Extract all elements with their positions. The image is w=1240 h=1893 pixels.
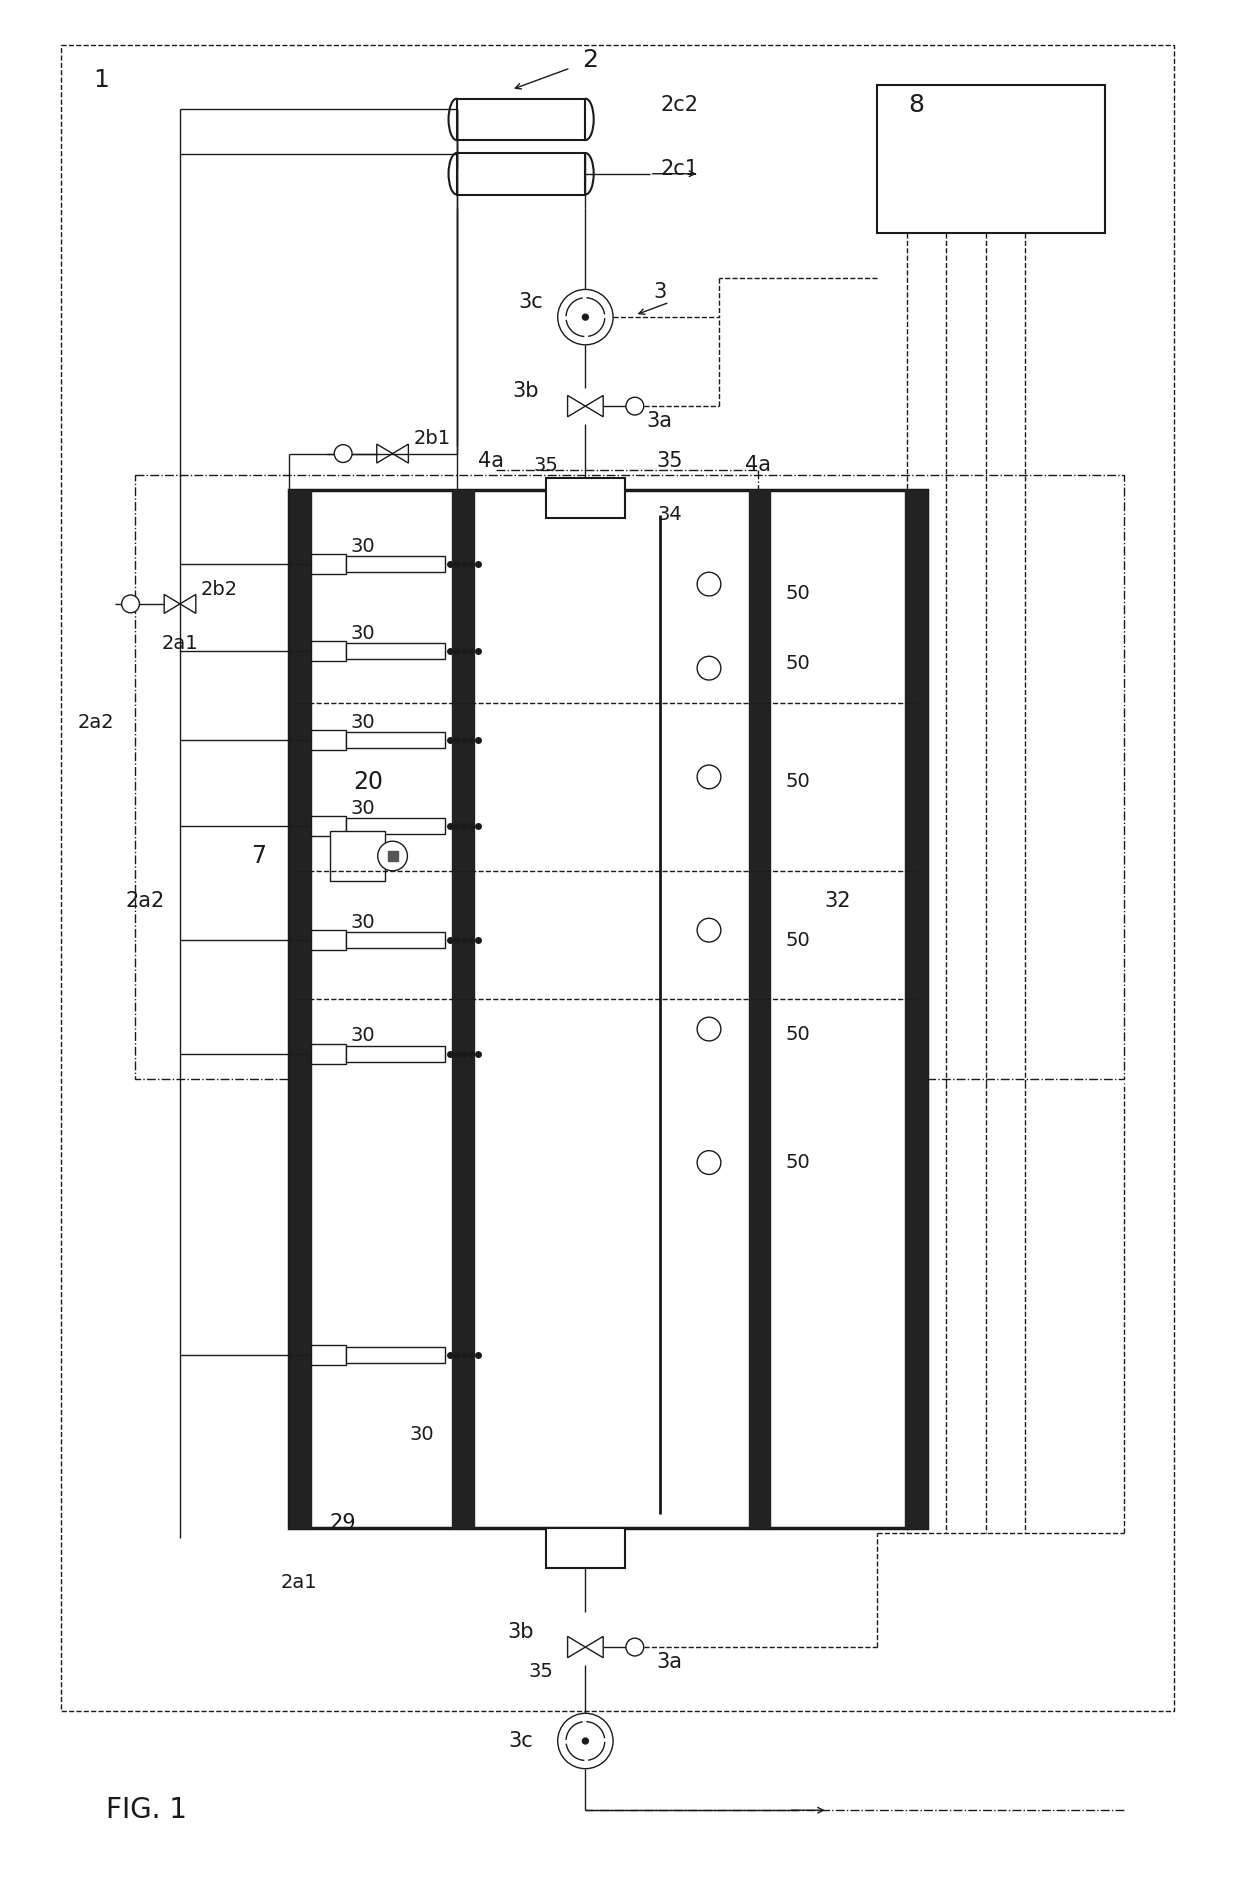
- Text: 35: 35: [533, 456, 558, 475]
- Circle shape: [697, 918, 720, 943]
- Bar: [289, 490, 926, 1528]
- Bar: [346, 1348, 445, 1363]
- Circle shape: [697, 657, 720, 680]
- Circle shape: [335, 445, 352, 462]
- Text: 2a2: 2a2: [125, 890, 165, 911]
- Text: 50: 50: [786, 653, 811, 672]
- Bar: [346, 1045, 445, 1062]
- Circle shape: [697, 572, 720, 596]
- Bar: [311, 642, 346, 661]
- Circle shape: [697, 1017, 720, 1041]
- Text: 50: 50: [786, 931, 811, 950]
- Text: 3c: 3c: [508, 1730, 533, 1751]
- Text: 50: 50: [786, 772, 811, 791]
- Text: 20: 20: [353, 770, 383, 793]
- Bar: [135, 475, 1125, 1079]
- Bar: [346, 818, 445, 835]
- Text: 29: 29: [330, 1514, 356, 1533]
- Bar: [546, 479, 625, 519]
- Text: 3b: 3b: [508, 1622, 534, 1643]
- Text: FIG. 1: FIG. 1: [105, 1796, 187, 1825]
- Text: 3c: 3c: [518, 292, 543, 312]
- Text: 50: 50: [786, 1024, 811, 1043]
- Bar: [330, 831, 384, 880]
- Text: 3: 3: [653, 282, 666, 303]
- Bar: [456, 153, 585, 195]
- Text: 30: 30: [351, 912, 376, 931]
- Bar: [311, 555, 346, 574]
- Bar: [311, 1346, 346, 1365]
- Text: 30: 30: [351, 799, 376, 818]
- Text: 3a: 3a: [656, 1653, 682, 1672]
- Circle shape: [378, 840, 408, 871]
- Bar: [311, 1043, 346, 1064]
- Bar: [346, 557, 445, 572]
- Text: 30: 30: [351, 538, 376, 557]
- Circle shape: [697, 1151, 720, 1174]
- Text: 2c2: 2c2: [661, 95, 698, 115]
- Circle shape: [122, 594, 139, 613]
- Bar: [346, 644, 445, 659]
- Text: 2a2: 2a2: [78, 714, 114, 733]
- Circle shape: [626, 1637, 644, 1656]
- Text: 2b1: 2b1: [414, 430, 450, 449]
- Text: 2: 2: [583, 47, 599, 72]
- Bar: [289, 490, 310, 1528]
- Text: 1: 1: [93, 68, 109, 93]
- Text: 32: 32: [825, 890, 851, 911]
- Text: 4a: 4a: [479, 451, 505, 471]
- Text: 2b2: 2b2: [201, 579, 238, 598]
- Text: 3a: 3a: [646, 411, 672, 432]
- Bar: [311, 731, 346, 750]
- Bar: [877, 85, 1105, 233]
- Circle shape: [583, 1738, 588, 1743]
- Text: 2a1: 2a1: [161, 634, 198, 653]
- Bar: [905, 490, 926, 1528]
- Text: 2a1: 2a1: [280, 1573, 317, 1592]
- Text: 30: 30: [410, 1425, 434, 1444]
- Bar: [546, 1528, 625, 1567]
- Text: 35: 35: [656, 451, 683, 471]
- Bar: [346, 931, 445, 948]
- Circle shape: [626, 398, 644, 415]
- Text: 30: 30: [351, 625, 376, 644]
- Circle shape: [558, 290, 613, 345]
- Bar: [311, 929, 346, 950]
- Text: 4a: 4a: [745, 456, 771, 475]
- Text: 8: 8: [909, 93, 925, 117]
- Bar: [311, 816, 346, 837]
- Text: 3b: 3b: [513, 380, 539, 401]
- Bar: [749, 490, 770, 1528]
- Circle shape: [697, 765, 720, 789]
- Circle shape: [583, 314, 588, 320]
- Text: 50: 50: [786, 585, 811, 604]
- Text: 2c1: 2c1: [661, 159, 698, 178]
- Bar: [61, 45, 1174, 1711]
- Circle shape: [558, 1713, 613, 1768]
- Text: 30: 30: [351, 714, 376, 733]
- Text: 35: 35: [528, 1662, 553, 1681]
- Bar: [451, 490, 474, 1528]
- Text: 7: 7: [252, 844, 267, 869]
- Text: 50: 50: [786, 1153, 811, 1172]
- Bar: [346, 733, 445, 748]
- Bar: [456, 98, 585, 140]
- Text: 30: 30: [351, 1026, 376, 1045]
- Text: 34: 34: [657, 505, 682, 524]
